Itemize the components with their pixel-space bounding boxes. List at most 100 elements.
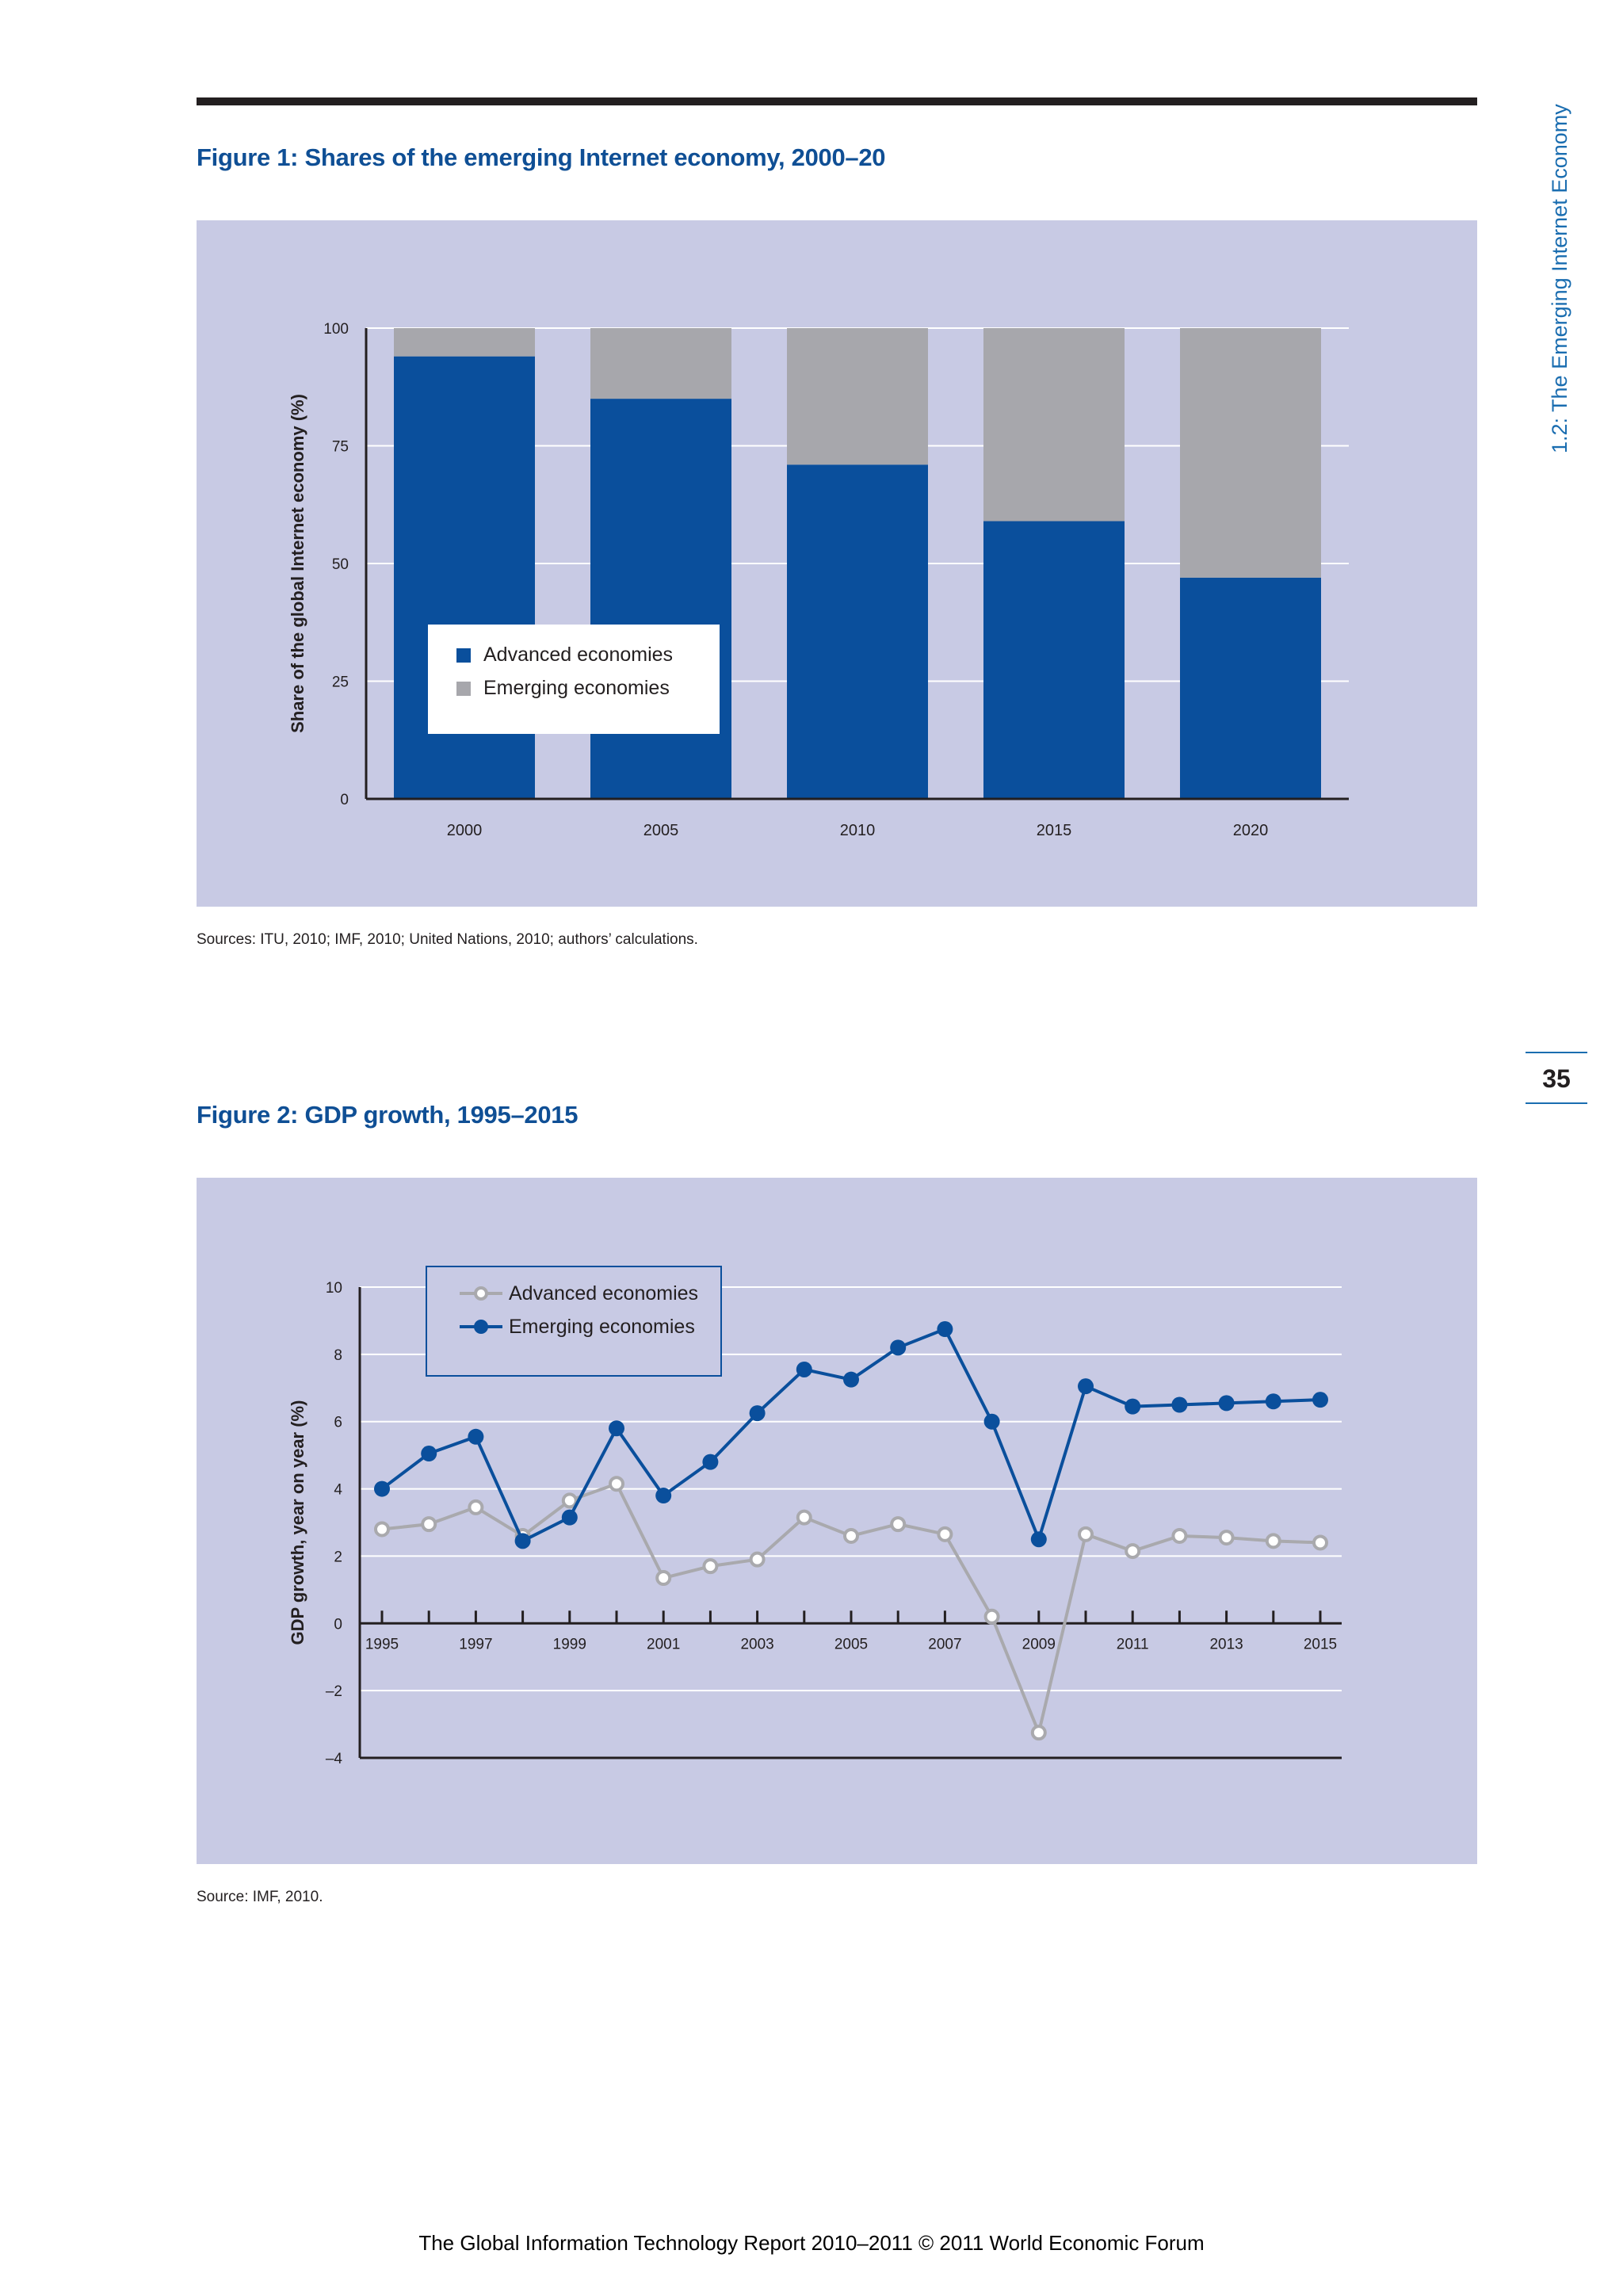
- data-point: [843, 1371, 859, 1388]
- y-tick-label: 10: [326, 1280, 342, 1297]
- data-point: [1265, 1393, 1281, 1410]
- legend-box: [426, 1266, 722, 1377]
- data-point: [1078, 1378, 1094, 1395]
- y-tick-label: 25: [332, 674, 349, 691]
- figure1-panel: 0 25 50 75 100 2000 2005 2010 2015 2020 Share of t…: [197, 220, 1477, 907]
- data-point: [561, 1492, 578, 1509]
- data-point: [1171, 1396, 1188, 1413]
- legend-marker: [474, 1320, 488, 1334]
- x-tick-label: 1997: [459, 1636, 492, 1652]
- data-point: [983, 1413, 1000, 1430]
- x-tick-label: 2020: [1233, 822, 1269, 839]
- bar-segment: [1180, 577, 1321, 799]
- y-axis-label: Share of the global Internet economy (%): [288, 394, 307, 733]
- data-point: [514, 1533, 531, 1549]
- data-point: [655, 1488, 672, 1504]
- series-line: [381, 1482, 1321, 1735]
- data-point: [468, 1499, 484, 1515]
- data-point: [702, 1558, 719, 1575]
- data-point: [1078, 1526, 1094, 1542]
- x-tick-label: 2009: [1022, 1636, 1056, 1652]
- x-tick-label: 2013: [1209, 1636, 1243, 1652]
- legend-swatch: [456, 682, 471, 696]
- y-tick-label: 6: [334, 1415, 342, 1431]
- data-point: [1125, 1543, 1141, 1560]
- legend-label: Advanced economies: [483, 644, 673, 666]
- data-point: [655, 1570, 672, 1587]
- x-tick-label: 1999: [553, 1636, 586, 1652]
- page-number-rule-top: [1526, 1052, 1587, 1053]
- data-point: [983, 1608, 1000, 1625]
- y-tick-label: 0: [334, 1616, 342, 1633]
- x-tick-label: 2011: [1117, 1636, 1149, 1652]
- data-point: [1030, 1725, 1047, 1741]
- y-tick-label: 4: [334, 1482, 342, 1499]
- x-tick-label: 2005: [834, 1636, 868, 1652]
- x-tick-label: 2005: [643, 822, 679, 839]
- data-point: [890, 1339, 907, 1356]
- data-point: [937, 1321, 953, 1338]
- bar-segment: [983, 521, 1125, 799]
- data-point: [1265, 1533, 1281, 1549]
- x-tick-label: 2015: [1037, 822, 1072, 839]
- x-tick-label: 2003: [740, 1636, 773, 1652]
- data-point: [749, 1405, 766, 1422]
- data-point: [1125, 1398, 1141, 1415]
- data-point: [421, 1446, 437, 1462]
- x-tick-label: 2007: [928, 1636, 961, 1652]
- data-point: [843, 1527, 859, 1544]
- data-point: [937, 1526, 953, 1542]
- bar-chart: 0 25 50 75 100 2000 2005 2010 2015 2020 Share of t…: [288, 321, 1349, 839]
- data-point: [749, 1551, 766, 1568]
- y-tick-label: 100: [323, 321, 349, 338]
- figure1-source: Sources: ITU, 2010; IMF, 2010; United Na…: [197, 931, 698, 948]
- data-point: [609, 1476, 624, 1492]
- legend-label: Emerging economies: [483, 677, 670, 699]
- data-point: [468, 1428, 484, 1445]
- data-point: [1171, 1527, 1188, 1544]
- bar-segment: [787, 464, 928, 799]
- legend-label: Emerging economies: [509, 1316, 695, 1338]
- figure2-panel: –4 –2 0 2 4 6 8 10 1995 1997 1999 2001 2003 2005 2007 2…: [197, 1178, 1477, 1864]
- page-number-rule-bottom: [1526, 1102, 1587, 1104]
- bar-segment: [787, 328, 928, 465]
- data-point: [1312, 1392, 1328, 1408]
- data-point: [421, 1516, 437, 1533]
- data-point: [890, 1516, 907, 1533]
- x-tick-label: 2010: [840, 822, 876, 839]
- bar-segment: [394, 328, 535, 357]
- x-tick-label: 2000: [447, 822, 483, 839]
- top-rule: [197, 97, 1477, 105]
- data-point: [374, 1521, 390, 1538]
- data-point: [702, 1454, 719, 1470]
- data-point: [1218, 1530, 1235, 1546]
- bar-segment: [590, 328, 731, 399]
- legend-label: Advanced economies: [509, 1282, 698, 1305]
- bar-segment: [983, 328, 1125, 521]
- figure2-title: Figure 2: GDP growth, 1995–2015: [197, 1101, 579, 1129]
- bar-segment: [1180, 328, 1321, 578]
- figure1-title: Figure 1: Shares of the emerging Interne…: [197, 143, 886, 171]
- data-point: [609, 1420, 624, 1437]
- x-tick-label: 2015: [1304, 1636, 1337, 1652]
- y-tick-label: 50: [332, 556, 349, 573]
- x-tick-label: 1995: [365, 1636, 399, 1652]
- line-chart: –4 –2 0 2 4 6 8 10 1995 1997 1999 2001 2003 2005 2007 2…: [288, 1266, 1342, 1767]
- page-number: 35: [1542, 1064, 1571, 1093]
- data-point: [1218, 1395, 1235, 1412]
- bar-segment: [590, 399, 731, 799]
- legend-swatch: [456, 648, 471, 663]
- section-side-label: 1.2: The Emerging Internet Economy: [1548, 104, 1571, 453]
- legend-marker: [474, 1286, 488, 1301]
- figure2-source: Source: IMF, 2010.: [197, 1889, 323, 1905]
- data-point: [796, 1361, 812, 1377]
- y-tick-label: –2: [326, 1683, 342, 1700]
- y-tick-label: –4: [326, 1751, 343, 1767]
- x-tick-label: 2001: [647, 1636, 680, 1652]
- data-point: [561, 1509, 578, 1526]
- data-point: [796, 1509, 812, 1526]
- data-point: [1312, 1534, 1328, 1551]
- data-point: [374, 1480, 390, 1497]
- y-tick-label: 75: [332, 439, 349, 456]
- y-tick-label: 0: [340, 792, 349, 808]
